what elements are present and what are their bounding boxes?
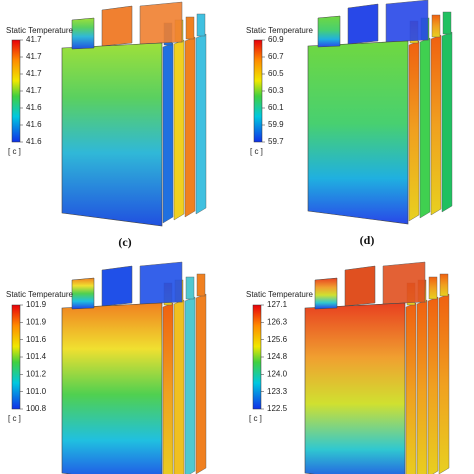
tick-label: 60.3: [268, 86, 284, 95]
panel-label: (d): [360, 233, 375, 247]
legend-title: Static Temperature: [246, 26, 314, 35]
tick-label: 101.9: [26, 300, 47, 309]
plate: [427, 296, 439, 474]
legend-title: Static Temperature: [246, 290, 314, 299]
plate-tab: [442, 11, 452, 35]
battery-render: [61, 261, 207, 474]
plate: [405, 302, 417, 474]
plate: [195, 33, 207, 215]
plate: [419, 37, 431, 219]
tick-label: 101.4: [26, 352, 47, 361]
tick-label: 101.6: [26, 335, 47, 344]
plate-tab: [428, 276, 438, 300]
front-tab: [317, 15, 341, 48]
tick-label: 123.3: [267, 387, 288, 396]
unit-label: [ c ]: [249, 414, 262, 423]
plate-tab: [439, 273, 449, 297]
tab: [347, 3, 379, 45]
color-bar: [11, 39, 21, 143]
tick-label: 101.0: [26, 387, 47, 396]
front-face: [61, 302, 163, 474]
plate-tab: [185, 16, 195, 40]
plate-tab: [196, 13, 206, 37]
front-face: [307, 40, 409, 225]
tab: [344, 265, 376, 307]
tick-label: 41.6: [26, 103, 42, 112]
plate-tab: [431, 14, 441, 38]
color-bar: [253, 39, 263, 143]
front-tab: [314, 277, 338, 310]
front-tab: [71, 277, 95, 310]
color-bar: [11, 304, 21, 410]
battery-render: [304, 261, 450, 474]
tick-label: 124.8: [267, 352, 288, 361]
tick-label: 60.5: [268, 69, 284, 78]
tick-label: 60.9: [268, 35, 284, 44]
plate: [173, 299, 185, 474]
plate: [441, 31, 453, 213]
plate: [173, 39, 185, 221]
tick-label: 41.6: [26, 137, 42, 146]
panel-label: (c): [118, 235, 131, 249]
tick-label: 101.2: [26, 369, 47, 378]
legend-title: Static Temperature: [6, 26, 74, 35]
tab: [139, 1, 183, 45]
tick-label: 101.9: [26, 317, 47, 326]
front-face: [61, 42, 163, 227]
tick-label: 124.0: [267, 369, 288, 378]
battery-render: [307, 0, 453, 225]
plate: [438, 293, 450, 474]
plate: [195, 293, 207, 474]
tick-label: 127.1: [267, 300, 288, 309]
plate: [162, 42, 174, 224]
tick-label: 60.1: [268, 103, 284, 112]
tick-label: 122.5: [267, 404, 288, 413]
tab: [139, 261, 183, 305]
plate: [430, 34, 442, 216]
unit-label: [ c ]: [8, 147, 21, 156]
tick-label: 41.7: [26, 86, 42, 95]
plate: [408, 40, 420, 222]
tick-label: 59.9: [268, 120, 284, 129]
tick-label: 60.7: [268, 52, 284, 61]
plate-tab: [196, 273, 206, 297]
unit-label: [ c ]: [8, 414, 21, 423]
tick-label: 125.6: [267, 335, 288, 344]
legends: Static Temperature41.741.741.741.741.641…: [6, 26, 374, 423]
tab: [101, 265, 133, 307]
tick-label: 41.6: [26, 120, 42, 129]
plate: [416, 299, 428, 474]
tick-label: 41.7: [26, 52, 42, 61]
plate: [162, 302, 174, 474]
tab: [385, 0, 429, 43]
battery-render: [61, 1, 207, 227]
tick-label: 100.8: [26, 404, 47, 413]
tab: [101, 5, 133, 47]
renders: [61, 0, 453, 474]
legend-title: Static Temperature: [6, 290, 74, 299]
tick-label: 41.7: [26, 69, 42, 78]
tab: [382, 261, 426, 305]
unit-label: [ c ]: [250, 147, 263, 156]
plate-tab: [185, 276, 195, 300]
plate: [184, 296, 196, 474]
tick-label: 126.3: [267, 317, 288, 326]
front-face: [304, 302, 406, 474]
plate: [184, 36, 196, 218]
tick-label: 41.7: [26, 35, 42, 44]
tick-label: 59.7: [268, 137, 284, 146]
color-bar: [252, 304, 262, 410]
front-tab: [71, 17, 95, 50]
